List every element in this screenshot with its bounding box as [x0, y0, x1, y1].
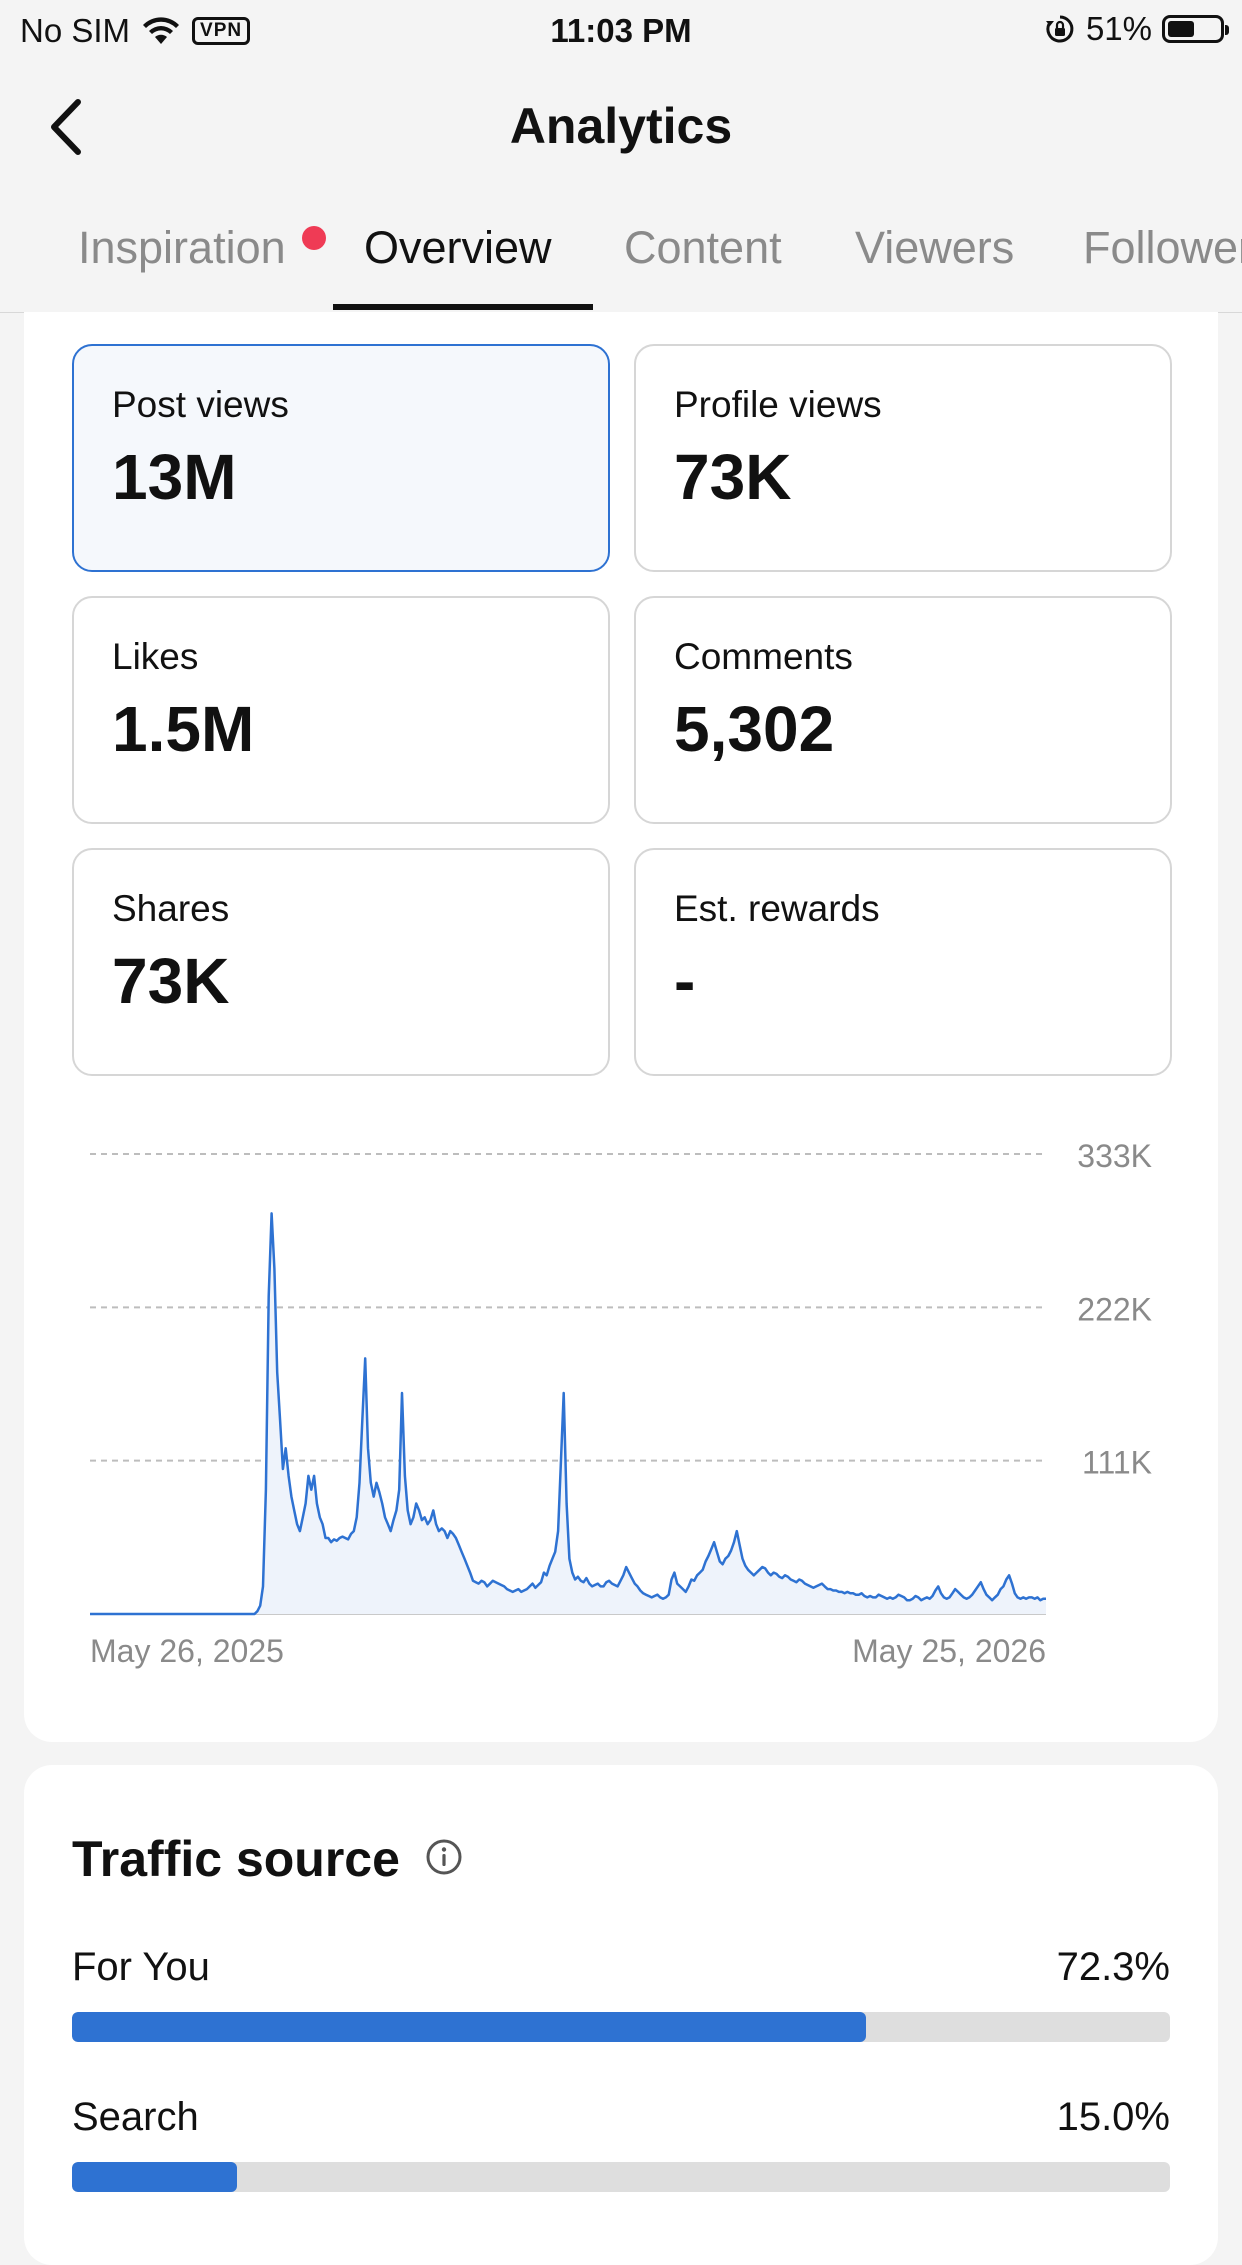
info-icon[interactable] [424, 1837, 464, 1877]
status-right: 51% [1044, 10, 1229, 48]
chevron-left-icon [51, 99, 81, 155]
metric-value: - [674, 945, 696, 1017]
traffic-pct-search: 15.0% [1056, 2095, 1170, 2139]
metric-est-rewards[interactable]: Est. rewards - [634, 848, 1172, 1076]
tab-content[interactable]: Content [624, 222, 782, 273]
traffic-pct-for-you: 72.3% [1056, 1945, 1170, 1989]
y-tick-label: 222K [1077, 1291, 1152, 1327]
status-left: No SIM VPN [20, 12, 251, 50]
notification-dot [302, 226, 326, 250]
x-start-label: May 26, 2025 [90, 1633, 284, 1669]
metric-value: 1.5M [112, 693, 255, 765]
tab-inspiration[interactable]: Inspiration [78, 222, 286, 273]
metric-value: 5,302 [674, 693, 835, 765]
metric-profile-views[interactable]: Profile views 73K [634, 344, 1172, 572]
metric-label: Shares [112, 888, 230, 929]
carrier-text: No SIM [20, 12, 131, 49]
traffic-label-for-you: For You [72, 1945, 210, 1989]
post-views-chart[interactable]: 333K 222K 111K May 26, 2025 May 25, 2026 [0, 1100, 1242, 1700]
wifi-icon [143, 17, 180, 44]
overview-card: Post views 13M Profile views 73K Likes 1… [24, 312, 1218, 1742]
nav-bar: Analytics [0, 62, 1242, 192]
metric-label: Profile views [674, 384, 882, 425]
traffic-source-card: Traffic source For You 72.3% Search 15.0… [24, 1765, 1218, 2265]
metric-value: 13M [112, 441, 237, 513]
tab-overview[interactable]: Overview [364, 222, 552, 273]
active-tab-indicator [333, 304, 593, 310]
metric-post-views[interactable]: Post views 13M [72, 344, 610, 572]
tab-bar: Inspiration Overview Content Viewers Fol… [0, 192, 1242, 313]
battery-fill [1168, 21, 1194, 37]
y-tick-label: 333K [1077, 1138, 1152, 1174]
traffic-label-search: Search [72, 2095, 199, 2139]
metric-shares[interactable]: Shares 73K [72, 848, 610, 1076]
battery-percent: 51% [1085, 10, 1152, 47]
metric-value: 73K [112, 945, 230, 1017]
line-chart: 333K 222K 111K May 26, 2025 May 25, 2026 [90, 1138, 1152, 1669]
metric-comments[interactable]: Comments 5,302 [634, 596, 1172, 824]
traffic-source-title: Traffic source [72, 1831, 400, 1887]
metric-label: Est. rewards [674, 888, 880, 929]
status-bar: No SIM VPN 11:03 PM 51% [0, 0, 1242, 62]
metric-label: Comments [674, 636, 853, 677]
tab-viewers[interactable]: Viewers [855, 222, 1015, 273]
metric-label: Post views [112, 384, 289, 425]
traffic-bar-for-you [72, 2012, 1170, 2042]
tab-followers[interactable]: Followers [1083, 222, 1242, 273]
series-line [90, 1212, 1046, 1616]
traffic-bar-fill-for-you [72, 2012, 866, 2042]
vpn-badge: VPN [192, 17, 251, 45]
traffic-bar-fill-search [72, 2162, 237, 2192]
metric-label: Likes [112, 636, 199, 677]
y-tick-label: 111K [1082, 1445, 1152, 1481]
back-button[interactable] [40, 92, 100, 162]
metric-likes[interactable]: Likes 1.5M [72, 596, 610, 824]
status-time: 11:03 PM [550, 12, 692, 49]
page-title: Analytics [509, 98, 733, 154]
metric-value: 73K [674, 441, 792, 513]
battery-icon [1162, 15, 1229, 43]
x-end-label: May 25, 2026 [852, 1633, 1046, 1669]
orientation-lock-icon [1045, 15, 1074, 43]
traffic-bar-search [72, 2162, 1170, 2192]
